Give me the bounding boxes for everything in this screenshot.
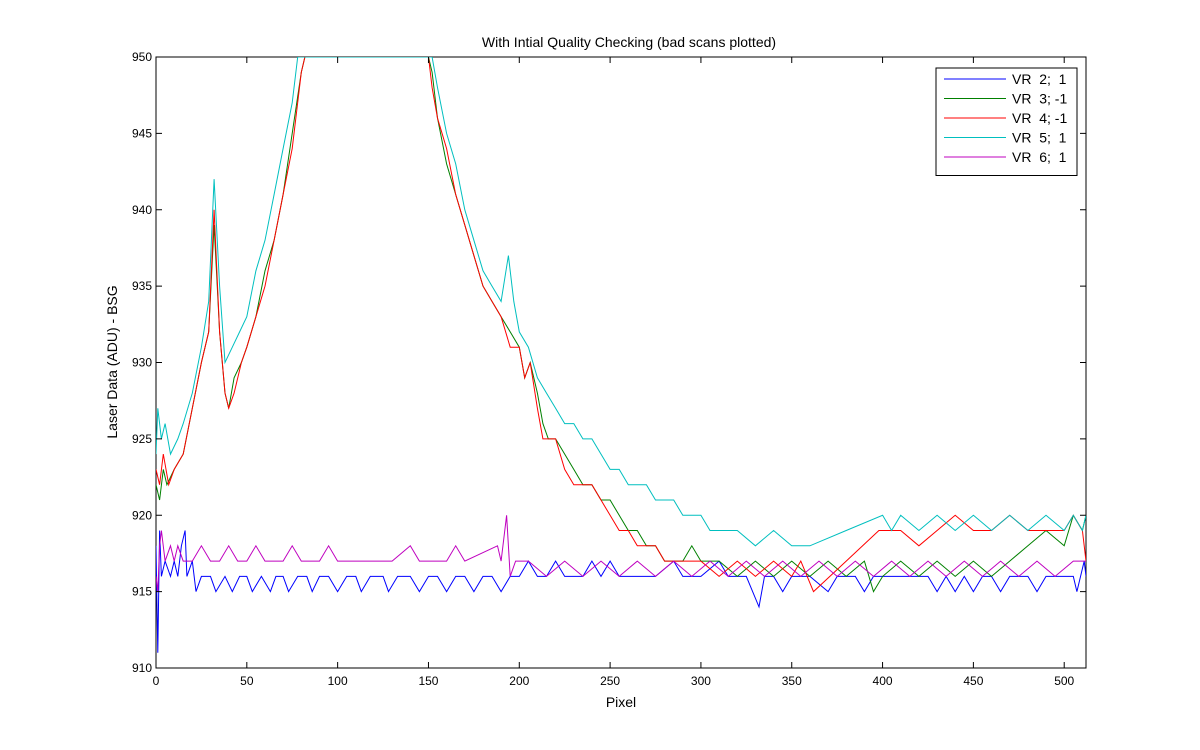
legend-label: VR 3; -1 bbox=[1012, 91, 1067, 107]
x-axis-label: Pixel bbox=[606, 694, 636, 710]
series-line-vr-5 bbox=[156, 57, 1086, 547]
legend-label: VR 2; 1 bbox=[1012, 71, 1067, 87]
axis-ticks: 0 50 100 150 200 250 300 350 400 450 500 910 915 920 9… bbox=[132, 50, 1086, 688]
legend-box bbox=[935, 67, 1078, 176]
x-tick-label: 400 bbox=[873, 674, 893, 688]
x-tick-label: 0 bbox=[153, 674, 160, 688]
y-tick-label: 930 bbox=[132, 356, 152, 370]
y-tick-label: 920 bbox=[132, 508, 152, 522]
legend-label: VR 4; -1 bbox=[1012, 110, 1067, 126]
y-axis-label: Laser Data (ADU) - BSG bbox=[104, 285, 120, 438]
x-tick-label: 500 bbox=[1054, 674, 1074, 688]
x-tick-label: 100 bbox=[328, 674, 348, 688]
x-tick-label: 250 bbox=[600, 674, 620, 688]
x-tick-label: 300 bbox=[691, 674, 711, 688]
legend-label: VR 5; 1 bbox=[1012, 130, 1067, 146]
series-line-vr-4 bbox=[156, 57, 1086, 593]
x-tick-label: 50 bbox=[240, 674, 254, 688]
x-tick-label: 150 bbox=[418, 674, 438, 688]
x-tick-label: 350 bbox=[782, 674, 802, 688]
x-tick-label: 450 bbox=[963, 674, 983, 688]
series-layer bbox=[156, 57, 1086, 653]
legend-label: VR 6; 1 bbox=[1012, 149, 1067, 165]
y-tick-label: 925 bbox=[132, 432, 152, 446]
series-line-vr-6 bbox=[156, 515, 1086, 592]
chart-title: With Intial Quality Checking (bad scans … bbox=[482, 34, 776, 50]
legend: VR 2; 1 VR 3; -1 VR 4; -1 VR 5; 1 VR 6; 1 bbox=[935, 67, 1078, 176]
y-tick-label: 935 bbox=[132, 279, 152, 293]
y-tick-label: 940 bbox=[132, 203, 152, 217]
y-tick-label: 915 bbox=[132, 585, 152, 599]
y-tick-label: 910 bbox=[132, 661, 152, 675]
x-tick-label: 200 bbox=[509, 674, 529, 688]
y-tick-label: 945 bbox=[132, 126, 152, 140]
y-tick-label: 950 bbox=[132, 50, 152, 64]
